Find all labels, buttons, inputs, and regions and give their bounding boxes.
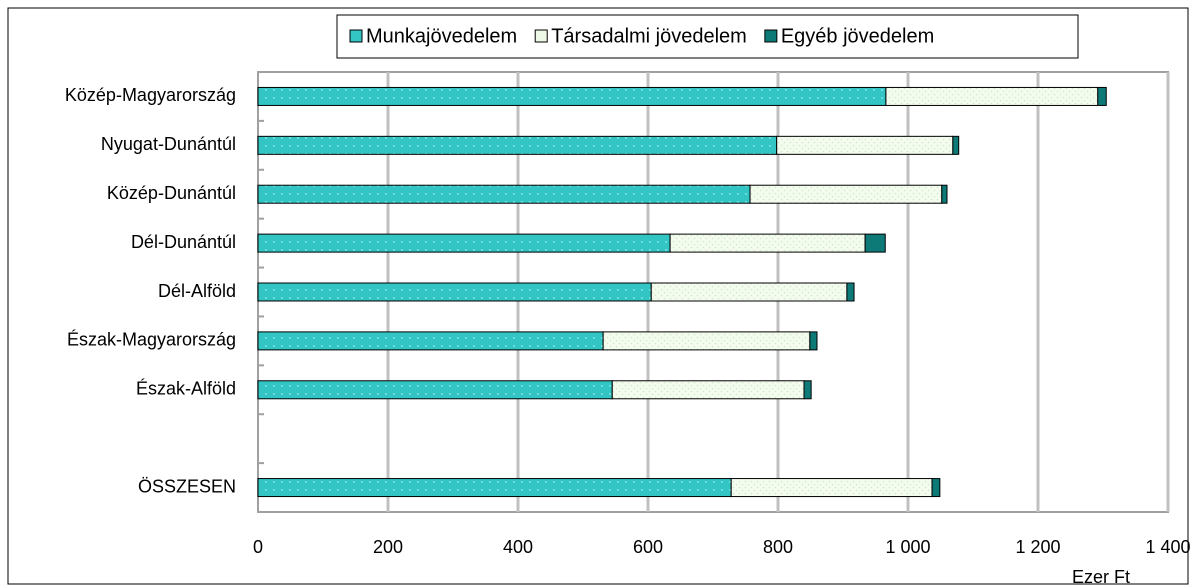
bar-segment (885, 86, 1099, 106)
bar-segment (1097, 86, 1107, 106)
legend-label: Munkajövedelem (366, 25, 517, 47)
x-tick-label: 1 400 (1145, 537, 1190, 557)
bar-segment (730, 478, 933, 498)
x-tick-label: 800 (763, 537, 793, 557)
y-tick-label: Észak-Magyarország (67, 330, 236, 350)
bar-segment (941, 184, 948, 204)
bar-segment (257, 135, 778, 155)
x-tick-label: 600 (633, 537, 663, 557)
bar-segment (809, 331, 818, 351)
bar-segment (611, 380, 805, 400)
legend-label: Egyéb jövedelem (781, 25, 934, 47)
y-tick-label: Észak-Alföld (136, 379, 236, 399)
x-tick-label: 200 (373, 537, 403, 557)
y-tick-label: ÖSSZESEN (138, 476, 236, 496)
y-tick-label: Közép-Magyarország (65, 85, 236, 105)
bar-segment (846, 282, 855, 302)
bar-segment (669, 233, 866, 253)
bar-segment (776, 135, 954, 155)
legend-label: Társadalmi jövedelem (551, 25, 747, 47)
legend-swatch (764, 29, 778, 43)
bar-segment (257, 478, 732, 498)
x-axis-label: Ezer Ft (1072, 567, 1130, 587)
y-tick-label: Dél-Dunántúl (131, 232, 236, 252)
bar-segment (257, 282, 652, 302)
bar-segment (257, 380, 613, 400)
x-tick-label: 1 000 (885, 537, 930, 557)
y-tick-label: Dél-Alföld (158, 281, 236, 301)
bar-segment (749, 184, 943, 204)
y-tick-label: Nyugat-Dunántúl (101, 134, 236, 154)
bar-segment (952, 135, 960, 155)
x-tick-label: 400 (503, 537, 533, 557)
bar-segment (931, 478, 941, 498)
bar-segment (257, 331, 604, 351)
bar-segment (602, 331, 811, 351)
bar-segment (864, 233, 886, 253)
bar-segment (803, 380, 812, 400)
frame (7, 7, 1189, 585)
bar-segment (650, 282, 848, 302)
bar-segment (257, 184, 751, 204)
x-tick-label: 1 200 (1015, 537, 1060, 557)
legend-box (336, 14, 1079, 59)
bar-segment (257, 86, 887, 106)
x-tick-label: 0 (253, 537, 263, 557)
legend-swatch (349, 29, 363, 43)
bar-segment (257, 233, 671, 253)
y-tick-label: Közép-Dunántúl (107, 183, 236, 203)
legend-swatch (534, 29, 548, 43)
